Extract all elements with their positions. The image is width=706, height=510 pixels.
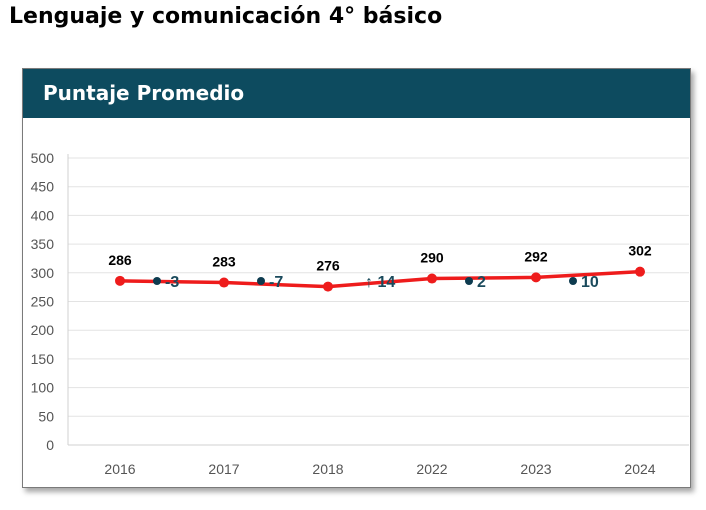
change-label: 2 [477, 274, 486, 291]
series-line-path [119, 269, 641, 289]
x-tick-label: 2022 [416, 461, 447, 477]
x-tick-label: 2024 [624, 461, 655, 477]
data-label: 302 [628, 243, 652, 259]
y-tick-label: 300 [31, 265, 55, 281]
y-tick-label: 200 [31, 322, 55, 338]
data-point [531, 272, 541, 283]
data-label: 276 [316, 258, 340, 274]
x-tick-label: 2023 [520, 461, 551, 477]
y-tick-label: 400 [31, 207, 55, 223]
data-point [635, 266, 645, 277]
data-point [323, 281, 333, 292]
data-label: 283 [212, 254, 236, 270]
change-dot-icon [465, 277, 473, 285]
change-label: 10 [581, 274, 599, 291]
y-tick-label: 0 [46, 437, 54, 453]
data-point [219, 277, 229, 288]
x-tick-label: 2017 [208, 461, 239, 477]
y-tick-label: 450 [31, 179, 55, 195]
change-dot-icon [257, 277, 265, 285]
data-point [115, 275, 125, 286]
change-label: ↑ 14 [365, 274, 395, 291]
line-chart: 0 50 100 150 200 250 300 350 400 450 500 2016 2017 20… [31, 150, 689, 477]
card-header: Puntaje Promedio [23, 69, 690, 118]
y-tick-label: 100 [31, 380, 55, 396]
y-tick-label: 500 [31, 150, 55, 166]
data-label: 290 [420, 250, 444, 266]
grid [68, 157, 689, 446]
y-tick-label: 50 [38, 408, 54, 424]
data-label: 286 [108, 252, 132, 268]
page-title: Lenguaje y comunicación 4° básico [9, 4, 443, 29]
series-line [115, 266, 645, 292]
change-label: -7 [269, 274, 283, 291]
change-label: -3 [165, 274, 179, 291]
axes: 0 50 100 150 200 250 300 350 400 450 500 2016 2017 20… [31, 150, 689, 477]
y-tick-label: 150 [31, 351, 55, 367]
chart-card: Puntaje Promedio 0 50 100 150 200 250 300 350 40… [22, 68, 691, 488]
data-point [427, 273, 437, 284]
change-dot-icon [153, 277, 161, 285]
x-tick-label: 2016 [104, 461, 135, 477]
x-tick-label: 2018 [312, 461, 343, 477]
labels: 286 283 276 290 292 302 -3 -7 ↑ 14 2 10 [108, 243, 652, 291]
y-tick-label: 250 [31, 294, 55, 310]
y-tick-label: 350 [31, 236, 55, 252]
data-label: 292 [524, 248, 548, 264]
change-dot-icon [569, 277, 577, 285]
